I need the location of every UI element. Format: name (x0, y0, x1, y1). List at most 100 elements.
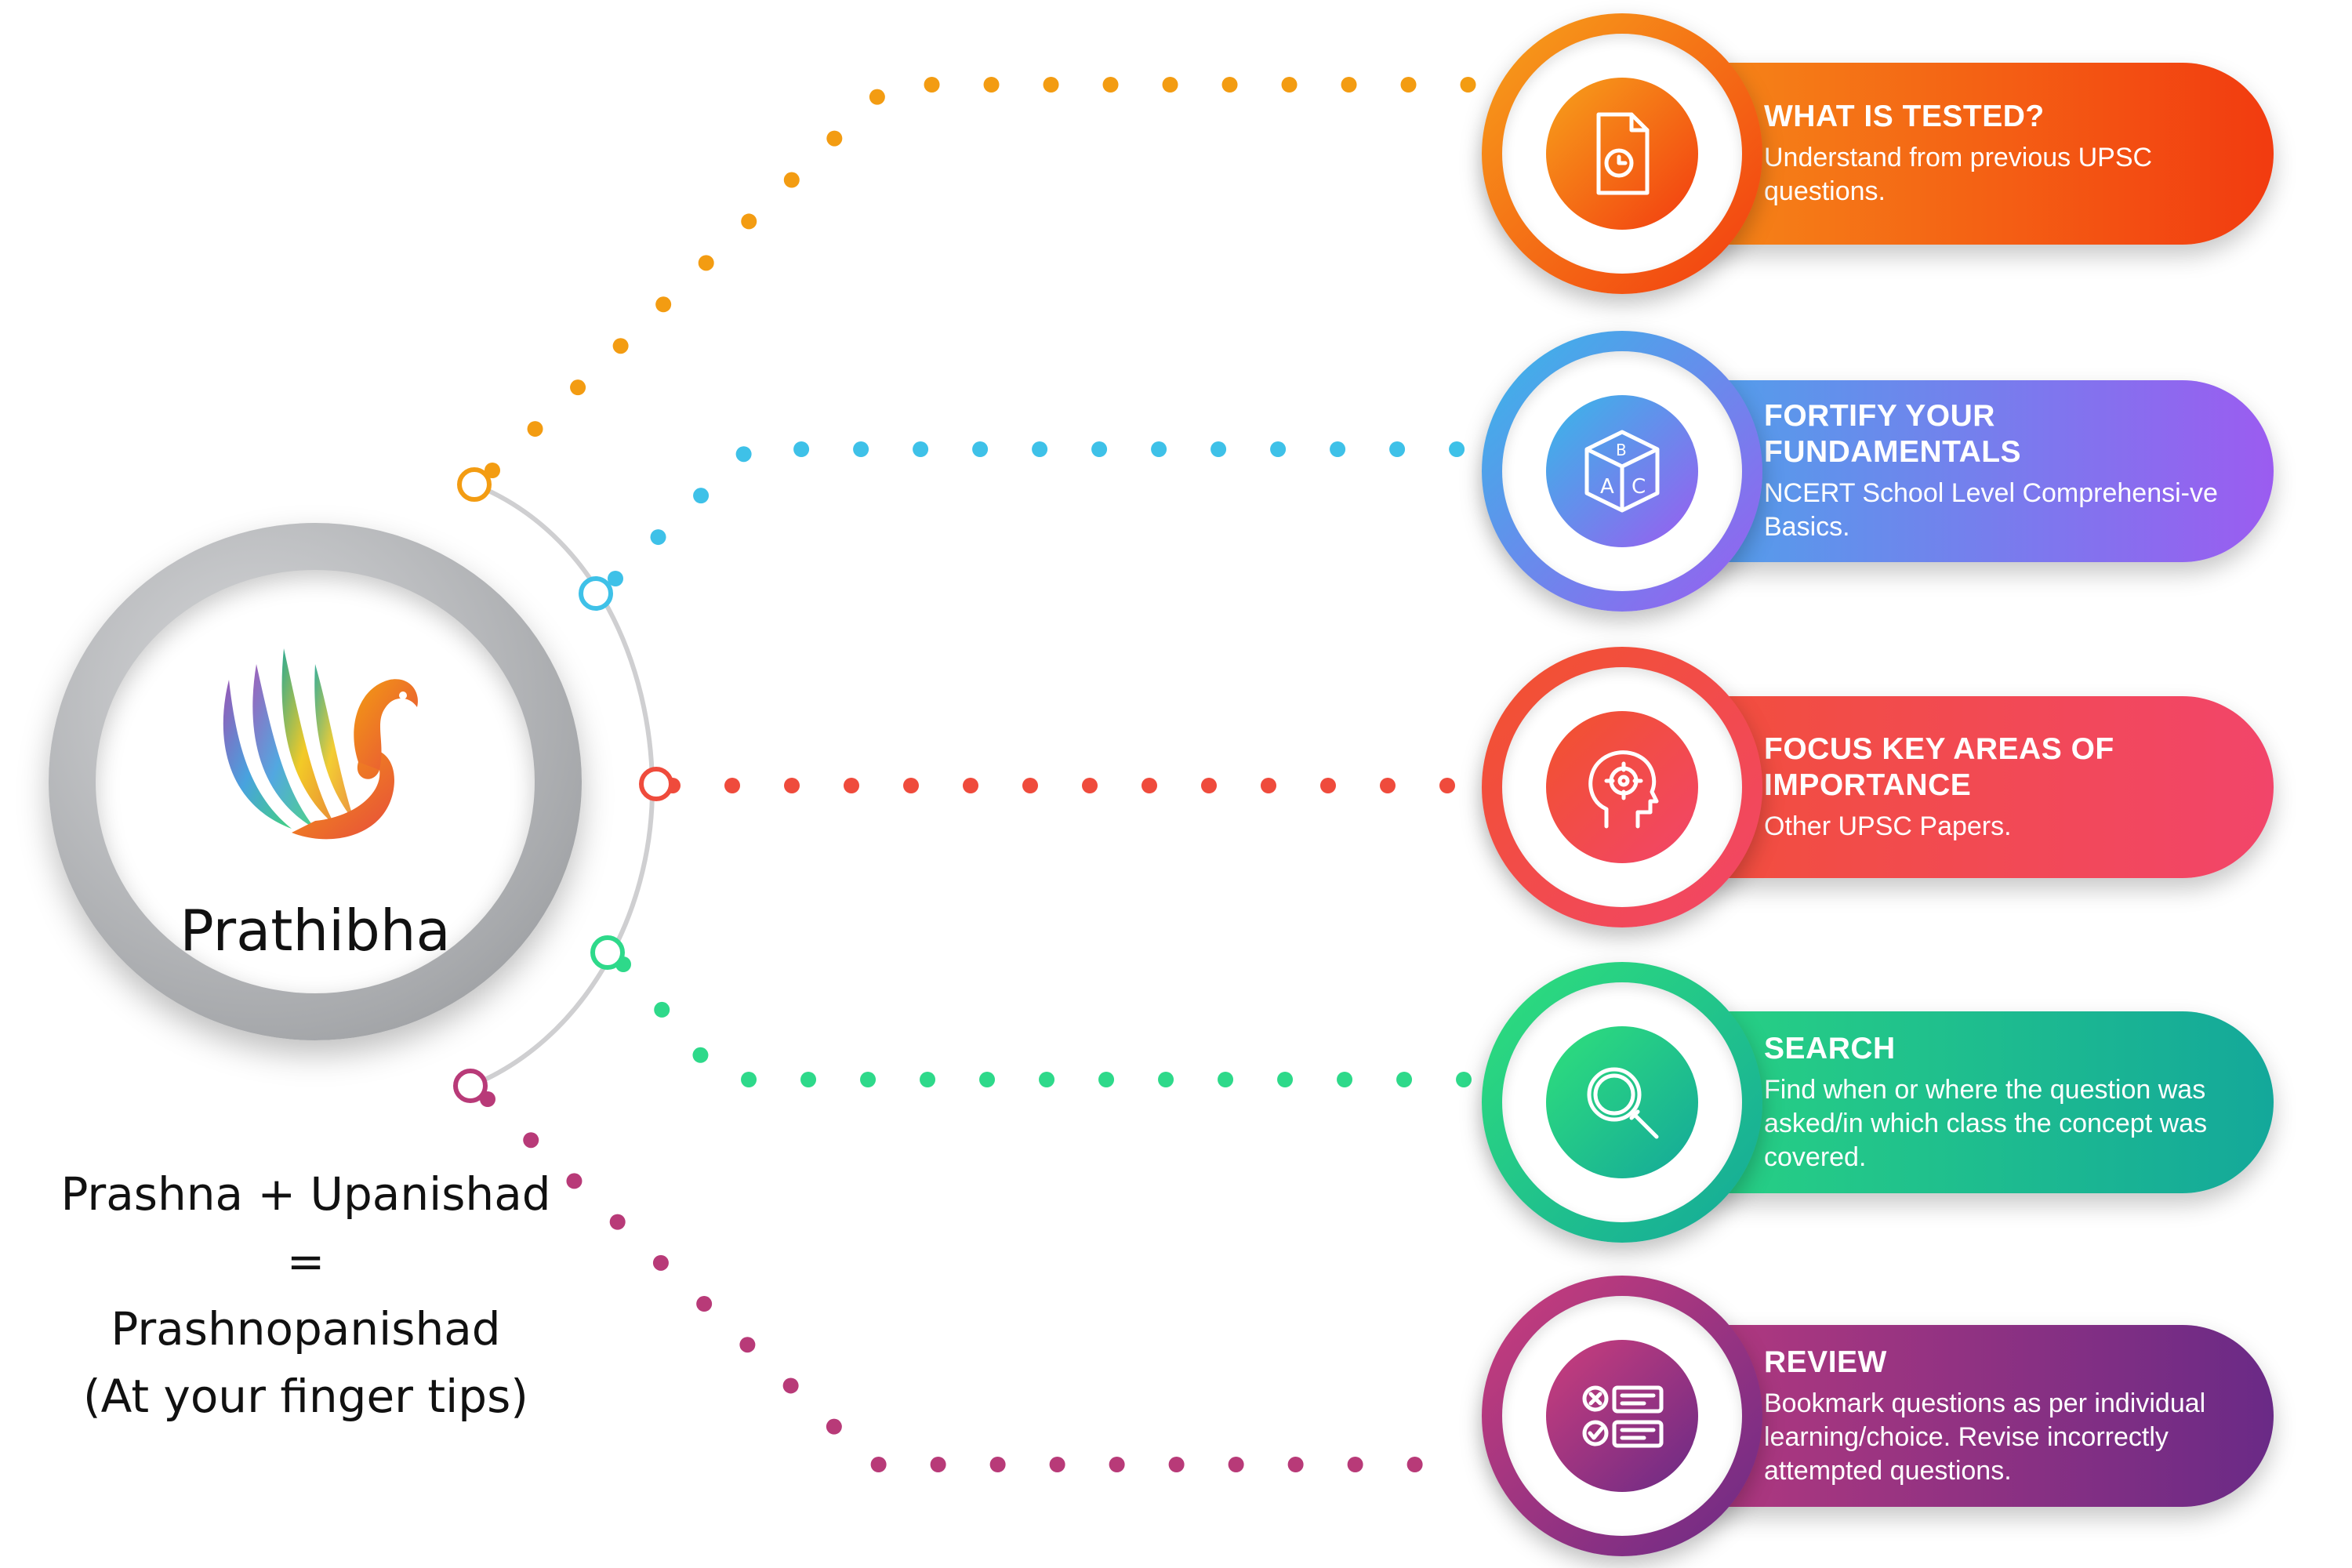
connector-dot (1168, 1457, 1185, 1472)
connector-dot (1396, 1072, 1413, 1087)
connector-dot (1406, 1457, 1423, 1472)
connector-dot (1158, 1072, 1174, 1087)
connector-dot (1380, 778, 1396, 793)
checklist-icon (1582, 1385, 1664, 1448)
connector-dot (1270, 441, 1287, 457)
connector-dot (853, 441, 869, 457)
connector-dot (800, 1072, 817, 1087)
caption-line: Prashnopanishad (111, 1302, 501, 1356)
connector-dot (983, 77, 1000, 93)
connector-dot (608, 571, 623, 586)
abc-cube-icon: A C B (1584, 430, 1660, 513)
caption-line: Prashna + Upanishad (60, 1167, 551, 1221)
connector-dot (698, 255, 714, 271)
magnifier-icon (1587, 1067, 1659, 1139)
head-target-icon (1588, 750, 1659, 829)
connector-dot (1032, 441, 1048, 457)
connector-dot (1102, 77, 1119, 93)
connector-dot (1449, 441, 1465, 457)
connector-dot (1218, 1072, 1234, 1087)
connector-dot (920, 1072, 936, 1087)
connector-dot (989, 1457, 1006, 1472)
connector-dot (692, 1047, 709, 1063)
connector-dot (1221, 77, 1238, 93)
connector-dot (1210, 441, 1227, 457)
step-title: FOCUS KEY AREAS OF IMPORTANCE (1764, 731, 2114, 802)
connector-dot (1162, 77, 1178, 93)
caption-line: (At your finger tips) (83, 1370, 528, 1423)
connector-dot (963, 778, 978, 793)
connector-node (457, 467, 492, 502)
connector-dot (696, 1296, 713, 1312)
brand-hub-inner: Prathibha (96, 570, 535, 993)
step-title: REVIEW (1764, 1345, 1887, 1379)
connector-dot (924, 77, 940, 93)
connector-dot (913, 441, 929, 457)
caption-line: = (286, 1235, 325, 1288)
connector-dot (1043, 77, 1059, 93)
connector-dot (860, 1072, 877, 1087)
caption-block: Prashna + Upanishad = Prashnopanishad (A… (31, 1160, 580, 1430)
connector-node (590, 935, 625, 970)
connector-node (639, 767, 673, 801)
connector-dot (1277, 1072, 1294, 1087)
connector-dot (1201, 778, 1217, 793)
connector-dot (609, 1214, 626, 1230)
connector-dot (693, 488, 710, 504)
step-description: Find when or where the question was aske… (1764, 1074, 2208, 1172)
connector-dot (485, 463, 500, 478)
connector-node (579, 576, 613, 611)
connector-dot (1389, 441, 1406, 457)
connector-dot (735, 446, 752, 463)
connector-dot (741, 1072, 757, 1087)
connector-dot (1287, 1457, 1304, 1472)
connector-dot (869, 89, 885, 105)
step-description: Bookmark questions as per individual lea… (1764, 1388, 2206, 1486)
connector-dot (741, 213, 757, 230)
connector-dot (844, 778, 859, 793)
svg-text:A: A (1600, 475, 1614, 499)
connector-dot (566, 1173, 583, 1189)
connector-dot (972, 441, 989, 457)
connector-dot (1228, 1457, 1244, 1472)
svg-text:C: C (1632, 475, 1646, 499)
connector-dot (793, 441, 810, 457)
brand-hub: Prathibha (49, 523, 582, 1040)
connector-dot (570, 379, 586, 396)
connector-dot (523, 1132, 539, 1149)
step-icon-ring (1482, 647, 1762, 927)
step-title: SEARCH (1764, 1031, 1896, 1065)
connector-dot (1098, 1072, 1115, 1087)
brand-name: Prathibha (180, 898, 451, 964)
connector-dot (654, 1001, 670, 1018)
connector-dot (655, 296, 672, 313)
step-icon-ring (1482, 962, 1762, 1243)
connector-dot (1261, 778, 1276, 793)
connector-dot (1320, 778, 1336, 793)
connector-dot (1330, 441, 1346, 457)
connector-dot (1142, 778, 1157, 793)
connector-dot (870, 1457, 887, 1472)
svg-text:B: B (1616, 441, 1627, 459)
connector-dot (1109, 1457, 1125, 1472)
connector-dot (1341, 77, 1357, 93)
connector-dot (784, 778, 800, 793)
connector-dot (826, 1418, 842, 1435)
connector-dot (782, 1377, 799, 1394)
connector-dot (1456, 1072, 1472, 1087)
swan-logo-icon (223, 648, 418, 840)
connector-dot (1039, 1072, 1055, 1087)
connector-dot (1347, 1457, 1363, 1472)
connector-dot (826, 130, 843, 147)
connector-dot (527, 421, 543, 437)
step-description: Understand from previous UPSC questions. (1764, 143, 2153, 206)
step-title: FORTIFY YOUR FUNDAMENTALS (1764, 399, 2022, 469)
connector-dot (1022, 778, 1038, 793)
connector-dot (1091, 441, 1108, 457)
connector-dot (739, 1337, 756, 1353)
connector-dot (1082, 778, 1098, 793)
connector-dot (930, 1457, 946, 1472)
connector-dot (612, 338, 629, 354)
connector-dot (903, 778, 919, 793)
